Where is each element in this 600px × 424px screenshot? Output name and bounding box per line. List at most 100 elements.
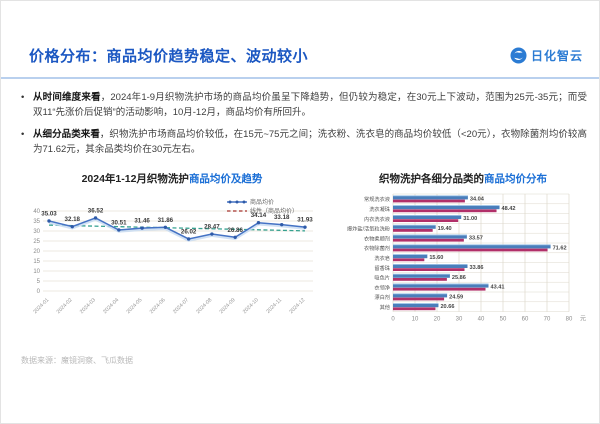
data-point bbox=[256, 221, 261, 225]
svg-text:31.93: 31.93 bbox=[297, 217, 313, 224]
line-chart-title-accent: 商品均价及趋势 bbox=[188, 173, 263, 185]
svg-text:2024-09: 2024-09 bbox=[219, 297, 237, 315]
svg-text:30: 30 bbox=[33, 229, 40, 235]
svg-text:漂白剂: 漂白剂 bbox=[374, 293, 390, 301]
svg-text:36.52: 36.52 bbox=[88, 207, 104, 214]
svg-text:2024-01: 2024-01 bbox=[32, 297, 50, 315]
bar-chart-grid: 0 10 20 30 40 50 60 70 80 bbox=[391, 193, 573, 323]
svg-text:0: 0 bbox=[391, 317, 395, 323]
bar bbox=[393, 195, 468, 200]
svg-text:2024-06: 2024-06 bbox=[149, 297, 167, 315]
svg-text:2024-07: 2024-07 bbox=[172, 297, 190, 315]
bullet-detail: ，织物洗护市场商品均价较低，在15元~75元之间；洗衣粉、洗衣皂的商品均价较低（… bbox=[33, 129, 587, 156]
svg-text:34.04: 34.04 bbox=[470, 196, 485, 202]
series-markers bbox=[47, 216, 307, 241]
svg-text:10: 10 bbox=[33, 269, 40, 275]
bar bbox=[393, 293, 448, 298]
bar-shadow bbox=[393, 248, 548, 252]
bullet-detail: ，2024年1-9月织物洗护市场的商品均价虽呈下降趋势，但仍较为稳定，在30元上… bbox=[33, 92, 587, 118]
bar-chart-title-prefix: 织物洗护各细分品类的 bbox=[379, 173, 484, 185]
svg-text:线性（商品均价）: 线性（商品均价） bbox=[250, 207, 298, 215]
svg-text:32.18: 32.18 bbox=[65, 216, 81, 223]
svg-text:元: 元 bbox=[580, 316, 586, 323]
svg-text:31.46: 31.46 bbox=[134, 218, 150, 225]
data-point bbox=[93, 216, 98, 220]
bar-shadow bbox=[393, 219, 459, 222]
svg-text:50: 50 bbox=[500, 317, 507, 323]
bar bbox=[393, 264, 468, 268]
bar-chart-panel: 织物洗护各细分品类的商品均价分布 0 10 20 30 40 50 60 70 80 元 常规洗衣液… bbox=[331, 171, 595, 352]
data-source-note: 数据来源：魔镜洞察、飞瓜数据 bbox=[21, 356, 133, 365]
bar bbox=[393, 303, 439, 308]
series-data-labels: 35.03 32.18 36.52 30.51 31.46 31.86 26.02 28.47… bbox=[41, 207, 313, 235]
data-point bbox=[163, 225, 168, 229]
svg-text:10: 10 bbox=[412, 317, 419, 323]
svg-text:留香珠: 留香珠 bbox=[374, 264, 390, 272]
svg-text:5: 5 bbox=[37, 279, 41, 285]
bar-shadow bbox=[393, 307, 436, 311]
bar-shadow bbox=[393, 229, 433, 232]
brand-logo-icon bbox=[510, 47, 527, 64]
bullet-item-time: • 从时间维度来看，2024年1-9月织物洗护市场的商品均价虽呈下降趋势，但仍较… bbox=[21, 91, 587, 120]
bar-shadow bbox=[393, 209, 497, 213]
svg-text:30.51: 30.51 bbox=[111, 219, 127, 226]
bar-shadow bbox=[393, 268, 465, 271]
svg-text:2024-03: 2024-03 bbox=[79, 297, 97, 315]
page-title: 价格分布：商品均价趋势稳定、波动较小 bbox=[29, 48, 309, 65]
svg-text:爆炸盐/活氧粒洗粉: 爆炸盐/活氧粒洗粉 bbox=[347, 225, 391, 233]
bar-shadow bbox=[393, 199, 465, 203]
svg-text:71.62: 71.62 bbox=[553, 245, 567, 251]
data-point bbox=[233, 235, 237, 239]
bar-chart-title-accent: 商品均价分布 bbox=[484, 173, 547, 185]
svg-text:衣物柔顺剂: 衣物柔顺剂 bbox=[364, 234, 390, 242]
svg-text:30: 30 bbox=[456, 317, 463, 323]
bar bbox=[393, 225, 436, 229]
svg-text:40: 40 bbox=[33, 209, 40, 215]
svg-text:商品均价: 商品均价 bbox=[250, 198, 274, 206]
bullet-lead: 从时间维度来看 bbox=[33, 92, 101, 103]
brand-logo: 日化智云 bbox=[510, 47, 583, 64]
line-chart-title: 2024年1-12月织物洗护商品均价及趋势 bbox=[21, 171, 323, 186]
svg-text:20.66: 20.66 bbox=[440, 304, 454, 310]
bar bbox=[393, 244, 551, 249]
bar bbox=[393, 215, 462, 219]
svg-text:2024-08: 2024-08 bbox=[195, 297, 213, 315]
bar bbox=[393, 274, 450, 278]
svg-text:60: 60 bbox=[522, 317, 529, 323]
line-chart-grid: 0 5 10 15 20 25 30 35 40 bbox=[33, 209, 313, 295]
bar bbox=[393, 254, 428, 259]
data-point bbox=[70, 224, 74, 229]
svg-text:衣物除菌剂: 衣物除菌剂 bbox=[364, 244, 390, 252]
bar bbox=[393, 283, 489, 288]
line-chart: 0 5 10 15 20 25 30 35 40 2024-01 2024-02 2024-03 202… bbox=[21, 189, 323, 346]
svg-text:34.14: 34.14 bbox=[251, 212, 267, 219]
data-point bbox=[140, 226, 144, 230]
data-point bbox=[280, 222, 284, 227]
svg-text:常规洗衣液: 常规洗衣液 bbox=[364, 195, 390, 203]
svg-text:70: 70 bbox=[544, 317, 551, 323]
bullet-marker: • bbox=[21, 129, 25, 141]
bullet-text: 从细分品类来看，织物洗护市场商品均价较低，在15元~75元之间；洗衣粉、洗衣皂的… bbox=[33, 128, 587, 157]
data-point bbox=[186, 237, 191, 241]
svg-text:31.00: 31.00 bbox=[463, 216, 477, 222]
svg-text:40: 40 bbox=[478, 317, 485, 323]
data-point bbox=[210, 232, 214, 236]
svg-text:26.02: 26.02 bbox=[181, 228, 197, 235]
svg-text:洗衣凝珠: 洗衣凝珠 bbox=[369, 205, 391, 213]
bar-shadow bbox=[393, 258, 425, 262]
bar-shadow bbox=[393, 297, 445, 301]
series-line bbox=[48, 217, 306, 240]
bullet-marker: • bbox=[21, 92, 25, 103]
line-chart-title-prefix: 2024年1-12月织物洗护 bbox=[81, 173, 189, 185]
svg-text:25.86: 25.86 bbox=[452, 275, 466, 281]
series-line-halo bbox=[48, 218, 306, 242]
svg-text:43.41: 43.41 bbox=[491, 285, 505, 291]
bar bbox=[393, 234, 467, 239]
svg-text:2024-10: 2024-10 bbox=[242, 297, 260, 315]
svg-text:2024-11: 2024-11 bbox=[265, 297, 283, 315]
svg-text:2024-05: 2024-05 bbox=[126, 297, 144, 315]
bar-shadow bbox=[393, 278, 447, 281]
header-divider bbox=[1, 77, 599, 79]
